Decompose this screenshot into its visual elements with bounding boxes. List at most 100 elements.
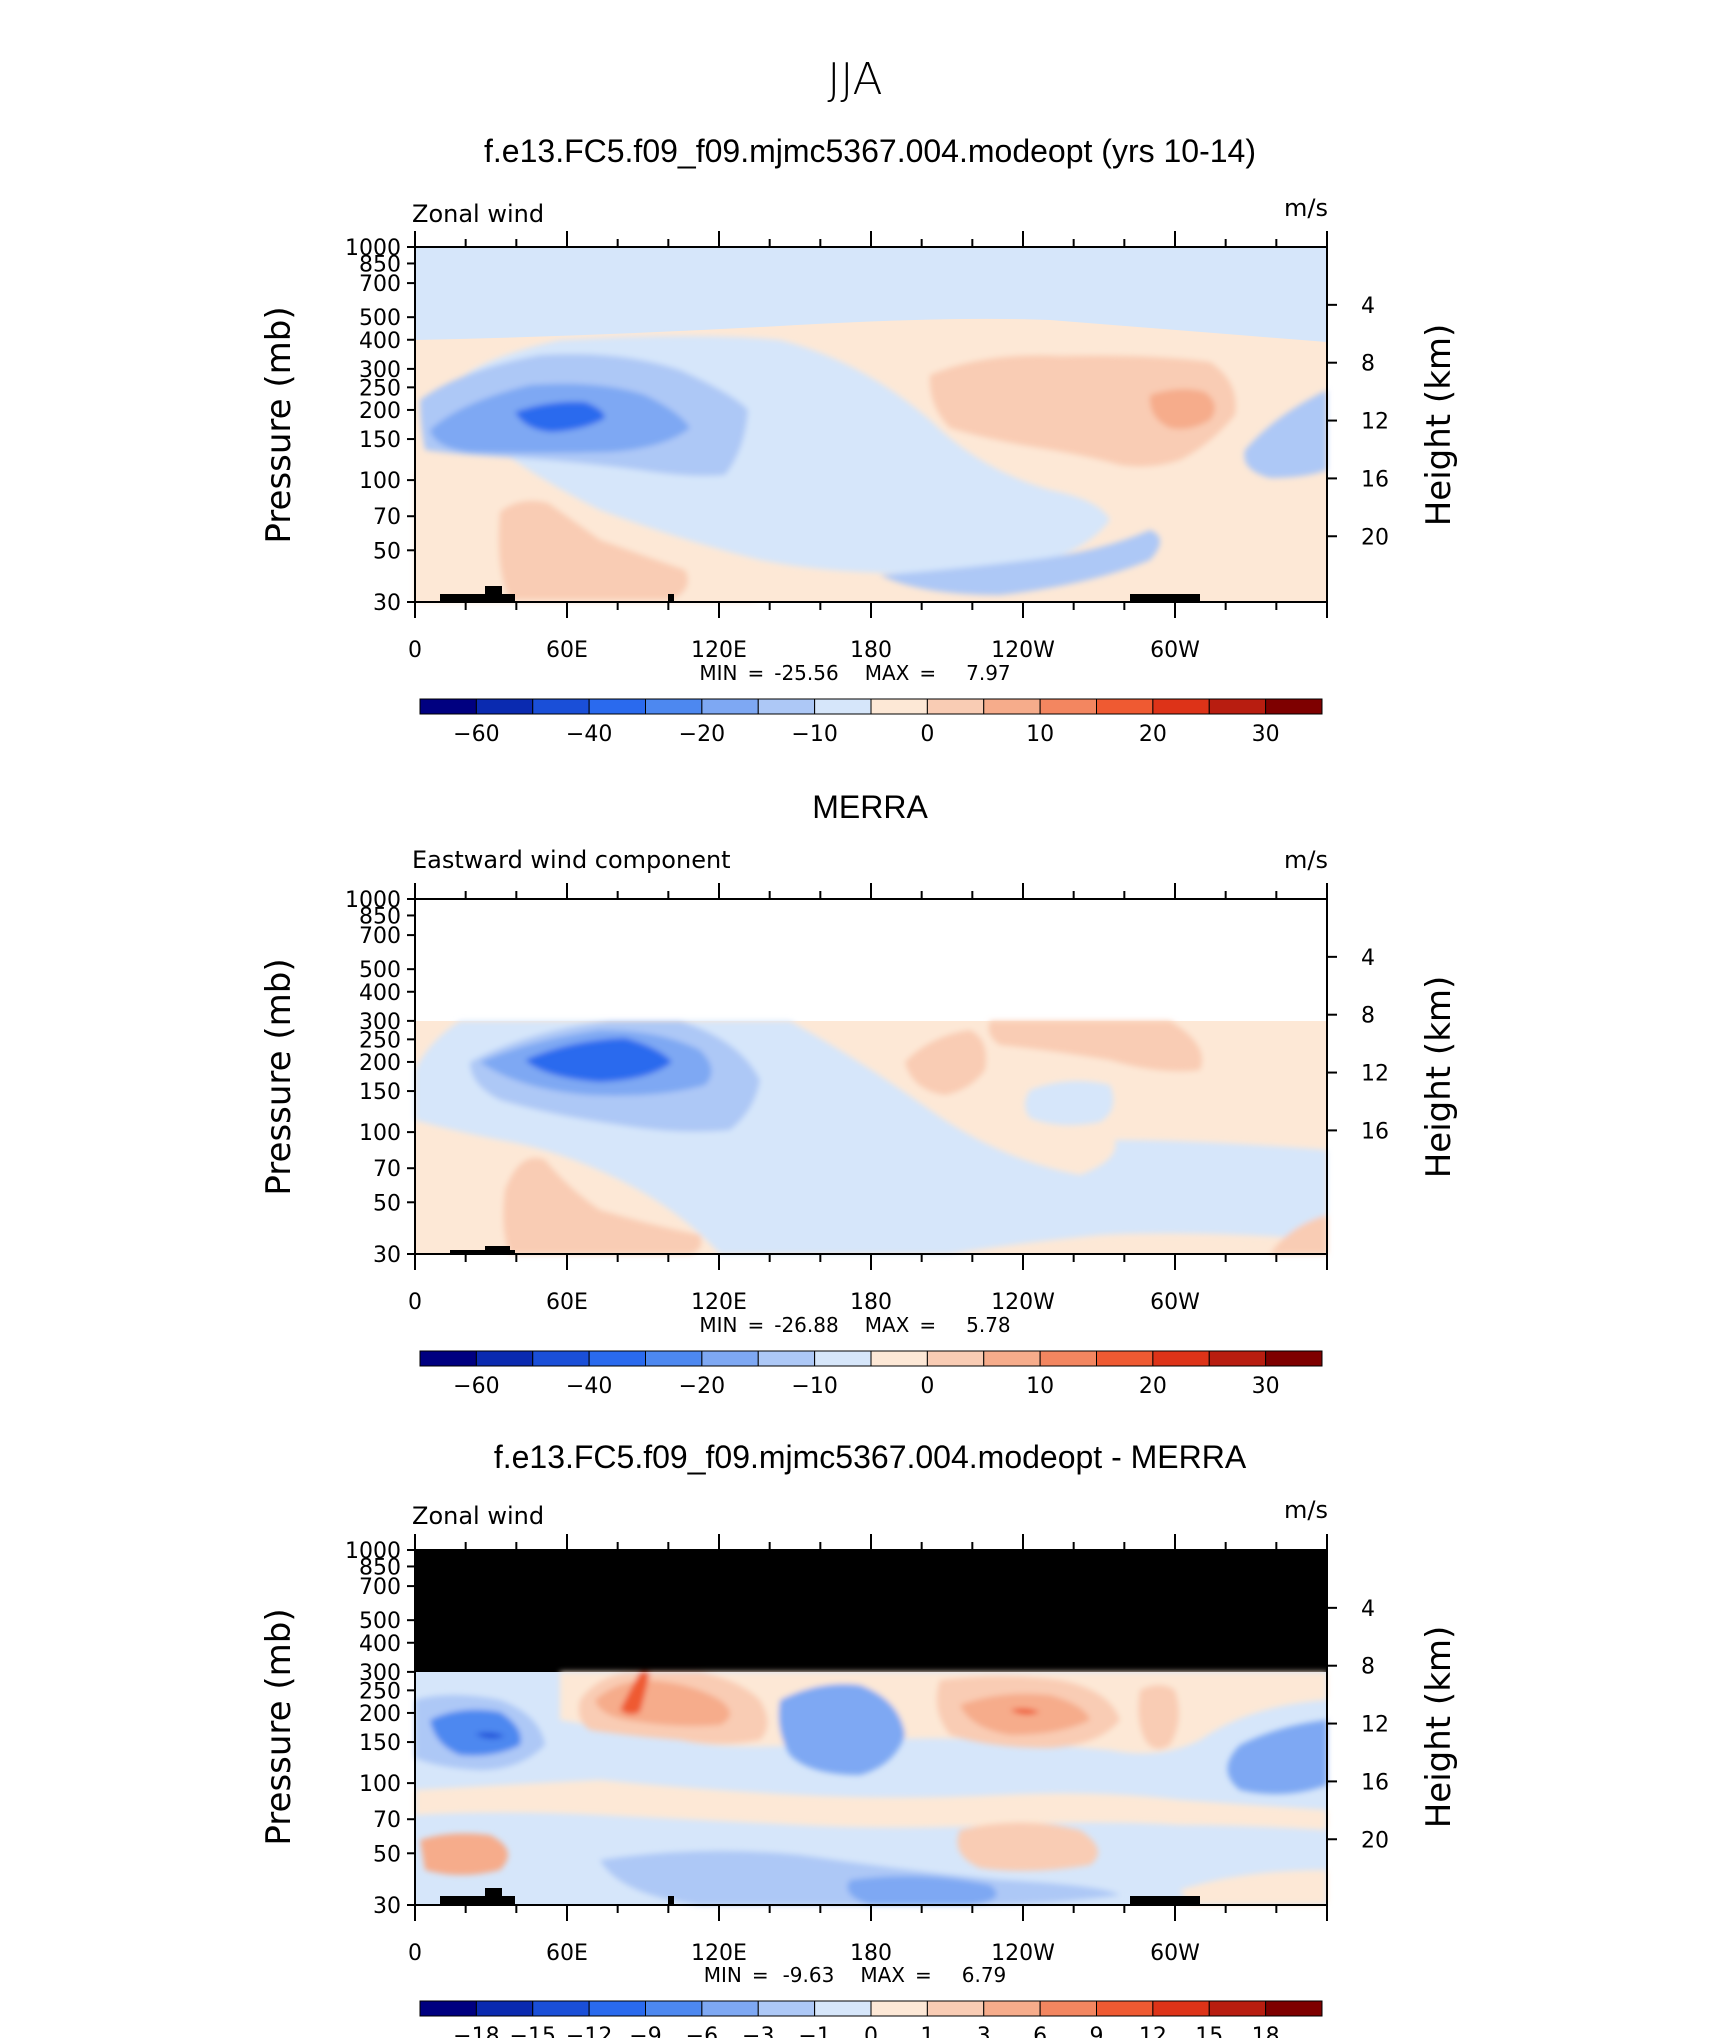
colorbar-swatch — [475, 1350, 534, 1367]
y2-tick-label: 20 — [1361, 1828, 1389, 1853]
colorbar-swatch — [870, 2000, 928, 2017]
y-tick-label: 700 — [359, 924, 401, 949]
y-tick-label: 850 — [359, 904, 401, 929]
y-tick-label: 150 — [359, 1080, 401, 1105]
colorbar-swatch — [1152, 698, 1210, 715]
x-tick-label: 60E — [546, 1290, 588, 1315]
panel-2-min: -26.88 — [774, 1313, 838, 1337]
panel-3: f.e13.FC5.f09_f09.mjmc5367.004.modeopt -… — [259, 1439, 1459, 2042]
panel-1-y2-ticks: 20 16 12 8 4 — [1327, 294, 1389, 550]
x-tick-label: 60W — [1150, 1941, 1200, 1966]
y-tick-label: 50 — [373, 539, 401, 564]
colorbar-swatch — [645, 698, 703, 715]
panel-2: MERRA Eastward wind component m/s Pressu… — [259, 789, 1459, 1399]
panel-1-west-blue — [1244, 390, 1327, 478]
panel-3-max-label: MAX — [860, 1963, 905, 1987]
panel-2-lower-orange — [503, 1158, 702, 1254]
panel-2-colorbar: −60 −40 −20 −10 0 10 20 30 — [419, 1350, 1323, 1399]
panel-3-orange-lower-mid — [957, 1822, 1098, 1871]
y-tick-label: 1000 — [345, 236, 401, 261]
y-tick-label: 150 — [359, 1731, 401, 1756]
panel-1-east-orange — [1149, 389, 1215, 429]
x-tick-label: 180 — [850, 1941, 892, 1966]
y-tick-label: 400 — [359, 981, 401, 1006]
y-tick-label: 400 — [359, 329, 401, 354]
colorbar-swatch — [1265, 698, 1323, 715]
colorbar-label: −1 — [798, 2024, 830, 2038]
colorbar-swatch — [588, 1350, 646, 1367]
colorbar-swatch — [532, 698, 590, 715]
panel-1-title: f.e13.FC5.f09_f09.mjmc5367.004.modeopt (… — [484, 133, 1256, 169]
y-tick-label: 250 — [359, 1028, 401, 1053]
panel-2-minmax: MIN = -26.88 MAX = 5.78 — [699, 1313, 1010, 1337]
colorbar-label: 6 — [1033, 2024, 1047, 2038]
panel-2-min-label: MIN — [699, 1313, 737, 1337]
panel-1-min-label: MIN — [699, 661, 737, 685]
panel-2-units: m/s — [1284, 846, 1328, 874]
x-tick-label: 180 — [850, 638, 892, 663]
panel-1-y2label: Height (km) — [1419, 324, 1459, 527]
panel-1-max-label: MAX — [865, 661, 910, 685]
y2-tick-label: 12 — [1361, 410, 1389, 435]
panel-1-ylabel: Pressure (mb) — [259, 306, 299, 543]
colorbar-swatch — [1208, 1350, 1267, 1367]
colorbar-swatch — [701, 2000, 759, 2017]
colorbar-label: −20 — [679, 722, 725, 747]
y-tick-label: 300 — [359, 358, 401, 383]
colorbar-label: 10 — [1026, 722, 1054, 747]
y-tick-label: 150 — [359, 428, 401, 453]
y-tick-label: 30 — [373, 1243, 401, 1268]
panel-2-east-light-orange — [905, 1030, 986, 1095]
colorbar-swatch — [588, 698, 646, 715]
panel-1-plot-area — [414, 246, 1328, 603]
colorbar-label: −40 — [566, 1374, 612, 1399]
panel-1-east-light-orange — [929, 355, 1236, 467]
panel-3-units: m/s — [1284, 1496, 1328, 1524]
colorbar-swatch — [532, 2000, 590, 2017]
colorbar-swatch — [701, 698, 759, 715]
y-tick-label: 250 — [359, 1679, 401, 1704]
panel-2-ylabel: Pressure (mb) — [259, 958, 299, 1195]
y2-tick-label: 20 — [1361, 525, 1389, 550]
panel-1-lower-orange — [498, 500, 688, 600]
colorbar-label: −10 — [791, 722, 837, 747]
colorbar-label: −60 — [453, 722, 499, 747]
y-tick-label: 1000 — [345, 1539, 401, 1564]
colorbar-swatch — [645, 1350, 703, 1367]
x-tick-label: 120W — [991, 1290, 1055, 1315]
colorbar-label: −12 — [566, 2024, 612, 2038]
panel-3-x-ticks: 0 60E 120E 180 120W 60W — [408, 1534, 1328, 1966]
panel-3-orange-2-hot — [1010, 1708, 1040, 1715]
colorbar-swatch — [926, 1350, 985, 1367]
y-tick-label: 30 — [373, 1894, 401, 1919]
colorbar-swatch — [757, 2000, 816, 2017]
panel-3-orange-1-core — [595, 1680, 730, 1726]
x-tick-label: 180 — [850, 1290, 892, 1315]
panel-2-plot-area — [414, 898, 1328, 1255]
panel-3-orange-east — [1138, 1685, 1179, 1749]
y-tick-label: 70 — [373, 1808, 401, 1833]
y2-tick-label: 16 — [1361, 467, 1389, 492]
y-tick-label: 850 — [359, 252, 401, 277]
panel-1-minmax: MIN = -25.56 MAX = 7.97 — [699, 661, 1010, 685]
colorbar-swatch — [983, 698, 1041, 715]
colorbar-swatch — [1096, 1350, 1154, 1367]
y-tick-label: 70 — [373, 505, 401, 530]
panel-1-lower-blue-strip — [880, 530, 1160, 595]
panel-3-y2label: Height (km) — [1419, 1626, 1459, 1829]
y2-tick-label: 8 — [1361, 1655, 1375, 1680]
y-tick-label: 30 — [373, 591, 401, 616]
colorbar-label: 18 — [1252, 2024, 1280, 2038]
x-tick-label: 120W — [991, 638, 1055, 663]
y-tick-label: 100 — [359, 1121, 401, 1146]
colorbar-swatch — [1096, 698, 1154, 715]
y-tick-label: 100 — [359, 469, 401, 494]
colorbar-swatch — [1039, 2000, 1097, 2017]
colorbar-label: −15 — [510, 2024, 556, 2038]
colorbar-label: 30 — [1252, 1374, 1280, 1399]
colorbar-label: −40 — [566, 722, 612, 747]
colorbar-swatch — [1208, 698, 1267, 715]
y-tick-label: 50 — [373, 1191, 401, 1216]
colorbar-label: 1 — [920, 2024, 934, 2038]
